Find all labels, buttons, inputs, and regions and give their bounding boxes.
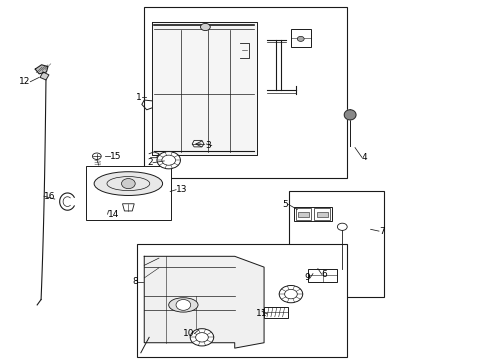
Circle shape	[279, 285, 302, 303]
Circle shape	[92, 153, 101, 159]
Text: 12: 12	[19, 77, 30, 86]
Bar	[298, 212, 308, 217]
Bar	[307, 269, 337, 282]
Bar	[264, 307, 287, 318]
Polygon shape	[35, 65, 48, 74]
Bar	[294, 207, 331, 221]
Text: 15: 15	[110, 152, 122, 161]
Bar	[288, 191, 383, 297]
Text: 7: 7	[378, 227, 384, 236]
Polygon shape	[40, 72, 49, 80]
Circle shape	[190, 329, 213, 346]
Circle shape	[297, 36, 304, 41]
Ellipse shape	[168, 298, 198, 312]
Bar	[85, 166, 171, 220]
Text: 10: 10	[183, 329, 194, 338]
Text: 16: 16	[44, 192, 56, 201]
Circle shape	[195, 333, 208, 342]
Circle shape	[200, 23, 210, 31]
Bar	[144, 7, 346, 178]
Text: 14: 14	[107, 210, 119, 219]
Polygon shape	[344, 110, 355, 120]
Bar	[137, 244, 346, 357]
Ellipse shape	[94, 172, 162, 195]
Circle shape	[337, 223, 346, 230]
Text: 8: 8	[132, 277, 138, 286]
Text: 9: 9	[304, 274, 309, 282]
Bar	[295, 208, 311, 220]
Text: 13: 13	[176, 185, 187, 194]
Text: 2: 2	[146, 158, 152, 167]
Circle shape	[284, 289, 297, 299]
Polygon shape	[144, 256, 264, 348]
Circle shape	[157, 152, 180, 169]
Text: 4: 4	[361, 153, 367, 162]
Polygon shape	[122, 204, 134, 211]
Circle shape	[121, 179, 135, 189]
Text: 3: 3	[205, 141, 211, 150]
Bar	[314, 208, 329, 220]
Circle shape	[176, 300, 190, 310]
Text: 6: 6	[321, 270, 327, 279]
Circle shape	[162, 155, 175, 165]
Bar	[316, 212, 327, 217]
Polygon shape	[151, 22, 256, 155]
Text: 11: 11	[255, 309, 266, 318]
Text: 5: 5	[282, 200, 288, 209]
Bar	[290, 29, 310, 47]
Text: 1: 1	[136, 93, 142, 102]
